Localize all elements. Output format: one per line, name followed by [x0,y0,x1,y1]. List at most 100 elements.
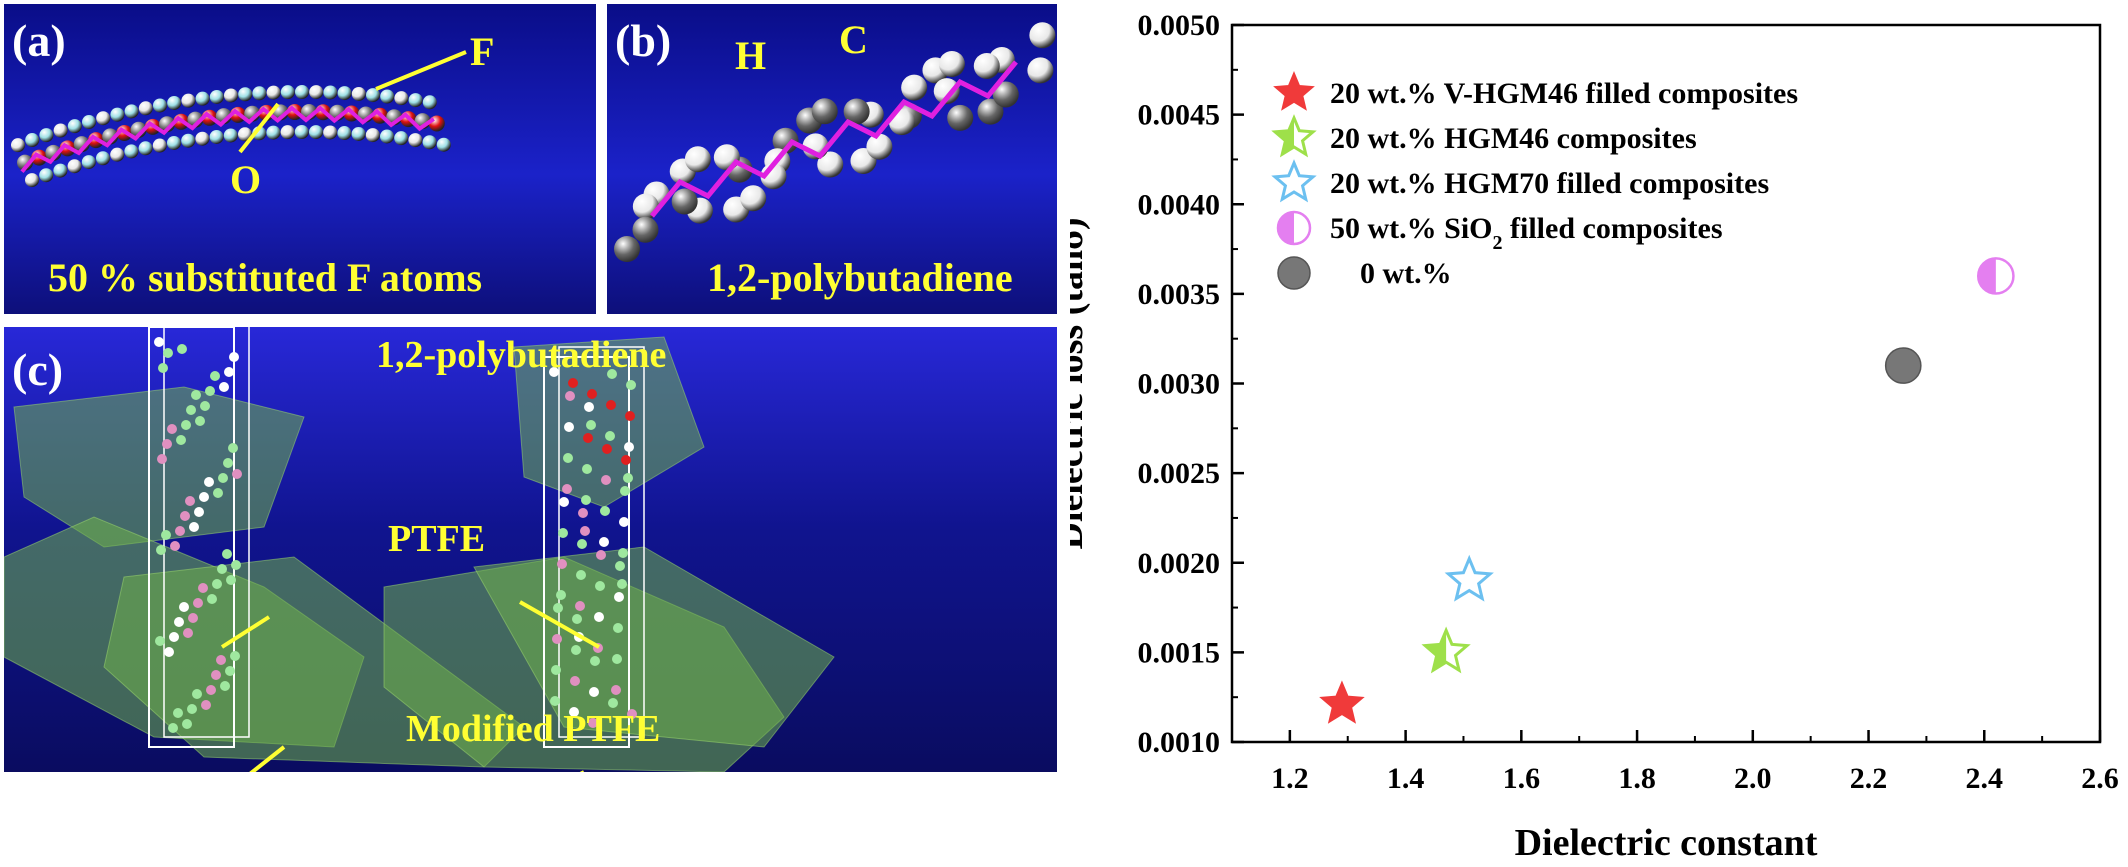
atom-sphere [173,708,183,718]
atom-sphere [158,363,168,373]
legend-marker-4 [1277,256,1311,290]
atom-sphere [180,511,190,521]
atom-sphere [590,656,600,666]
atom-sphere [599,537,609,547]
atom-sphere [624,442,634,452]
atom-sphere [323,85,338,100]
panel-b-label: (b) [615,15,672,66]
atom-sphere [577,539,587,549]
atom-sphere [992,81,1019,108]
atom-sphere [224,88,238,103]
atom-sphere [337,86,352,101]
simulation-cell-box [543,356,630,748]
atom-sphere [947,104,974,131]
atom-sphere [309,85,324,100]
dielectric-scatter-chart: 1.2 1.4 1.6 1.8 2.0 2.2 2.4 2.6 0.0010 0.0015 0.00… [1070,9,2119,864]
atom-sphere [901,74,928,101]
legend-label-4: 0 wt.% [1360,257,1452,290]
atom-sphere [211,670,221,680]
atom-sphere [25,173,39,188]
data-points [1319,257,2015,724]
atom-sphere [623,473,633,483]
atom-sphere [231,560,241,570]
atom-sphere [154,337,164,347]
atom-sphere [618,548,628,558]
atom-sphere [422,95,437,110]
atom-sphere [671,188,698,215]
atom-sphere [626,380,636,390]
atom-sphere [563,453,573,463]
atom-sphere [124,104,139,119]
atom-sphere [366,88,380,103]
atom-sphere [323,125,338,140]
atom-sphere [252,86,267,101]
atom-sphere [212,579,222,589]
atom-sphere [266,125,281,140]
atom-sphere [11,138,25,153]
atom-sphere [201,700,211,710]
atom-sphere [295,85,309,100]
atom-sphere [619,517,629,527]
arrow-to-o [238,102,280,154]
atom-sphere [169,632,179,642]
atom-sphere [156,545,166,555]
panel-a-caption: 50 % substituted F atoms [48,255,483,300]
atom-sphere [977,98,1004,125]
atom-sphere [195,416,205,426]
simulation-cell-box [163,327,250,738]
atom-sphere [220,681,230,691]
atom-sphere [192,689,202,699]
legend-label-3: 50 wt.% SiO2 filled composites [1330,212,1723,254]
atom-sphere [565,391,575,401]
atom-sphere [549,367,559,377]
atom-sphere [206,685,216,695]
arrow-to-ptfe [249,745,286,772]
atom-sphere [589,687,599,697]
atom-sphere [621,455,631,465]
atom-sphere [164,647,174,657]
x-tick-label: 2.0 [1734,762,1772,795]
atom-sphere [167,95,182,110]
atom-sphere [230,651,240,661]
atom-sphere [595,581,605,591]
atom-sphere [213,488,223,498]
atom-sphere [594,612,604,622]
atom-sphere [817,151,844,178]
atom-sphere [153,98,167,113]
atom-sphere [740,185,767,212]
free-volume-isosurface [13,386,305,548]
atom-sphere [582,464,592,474]
simulation-cells-model [4,327,835,772]
data-point-2 [1444,554,1494,602]
atom-sphere [209,89,224,104]
atom-sphere [843,98,870,125]
atom-sphere [684,146,711,173]
label-modified-ptfe: Modified PTFE [406,708,661,750]
atom-sphere [811,98,838,125]
atom-sphere [223,128,238,143]
atom-sphere [176,435,186,445]
atom-sphere [550,696,560,706]
atom-sphere [181,133,196,148]
atom-sphere [351,86,366,101]
atom-sphere [569,707,579,717]
atom-sphere [39,168,54,183]
atom-sphere [170,541,180,551]
atom-sphere [228,443,238,453]
atom-sphere [205,386,215,396]
atom-sphere [611,685,621,695]
atom-sphere [570,676,580,686]
atom-sphere [612,654,622,664]
atom-sphere [602,444,612,454]
atom-sphere [428,115,445,132]
y-tick-label: 0.0020 [1138,547,1221,580]
atom-sphere [25,133,40,148]
atom-sphere [167,135,181,150]
legend-label-1: 20 wt.% HGM46 composites [1330,122,1697,155]
polybutadiene-chain-model [614,22,1056,262]
atom-sphere [181,93,196,108]
backbone-bond [650,60,1018,218]
panel-b-polybutadiene-image: (b) H C 1,2-polybutadiene [607,4,1057,314]
atom-sphere [572,614,582,624]
panel-c-simulation-cells-image: (c) 1,2-polybutadiene PTFE Modified PTFE [4,327,1057,772]
